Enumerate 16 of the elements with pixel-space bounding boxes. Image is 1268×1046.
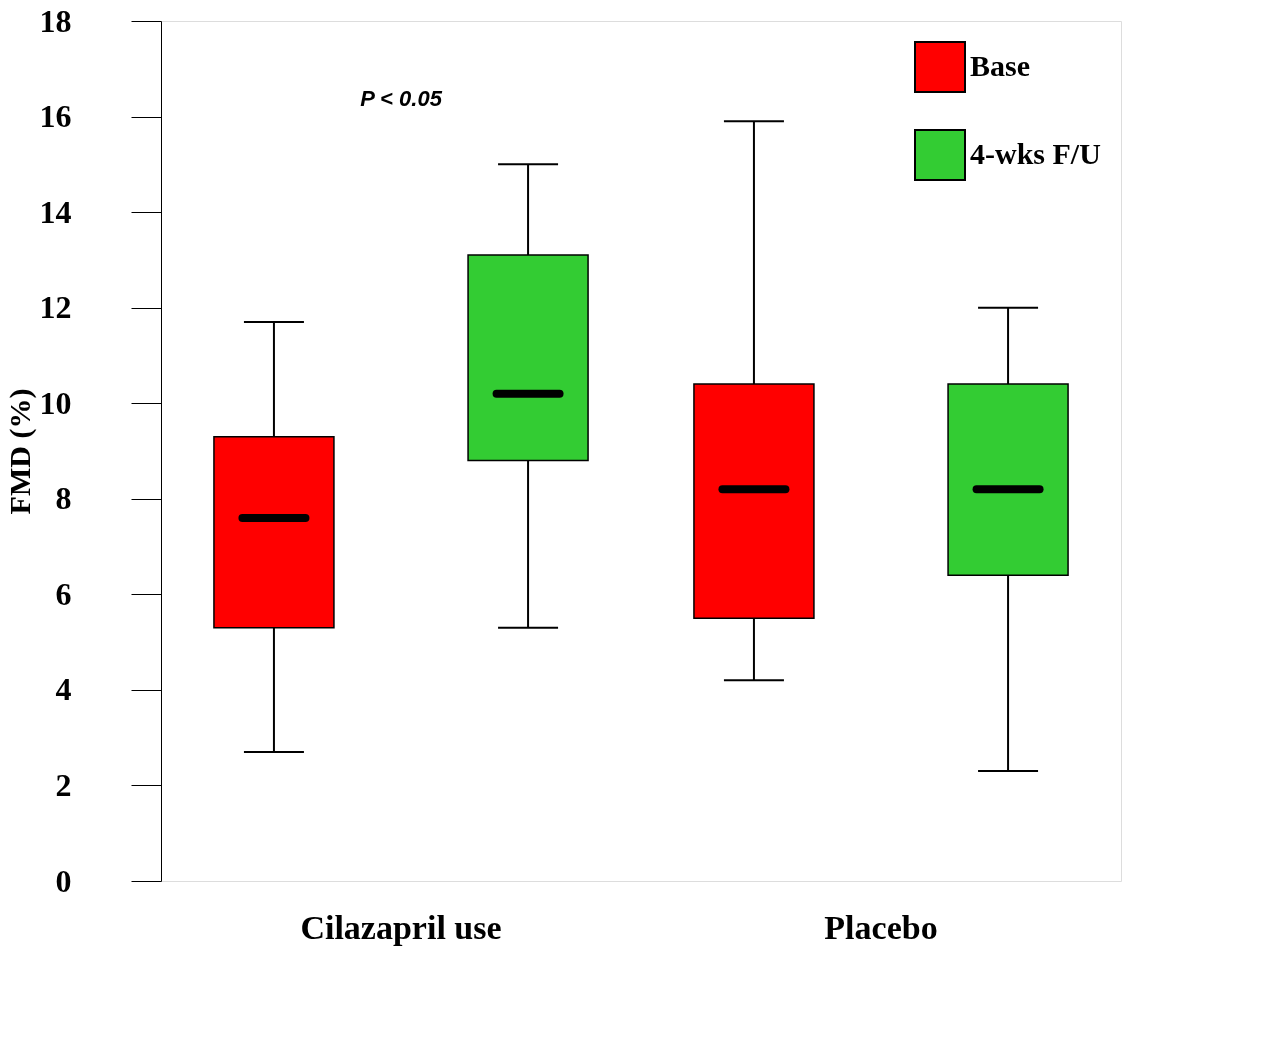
y-tick-label: 18 (39, 2, 72, 39)
y-tick-label: 16 (39, 98, 72, 135)
y-tick-label: 10 (39, 384, 72, 421)
legend-label: 4-wks F/U (970, 137, 1101, 170)
y-tick-label: 8 (55, 480, 72, 517)
y-axis-title: FMD (%) (2, 388, 37, 515)
annotation: P < 0.05 (360, 86, 443, 111)
x-tick-label: Placebo (824, 908, 938, 946)
y-tick-label: 0 (55, 862, 72, 899)
legend-label: Base (970, 49, 1030, 82)
y-tick-label: 6 (55, 575, 72, 612)
y-tick-label: 12 (39, 289, 72, 326)
y-tick-label: 4 (55, 671, 72, 708)
y-tick-label: 14 (39, 193, 72, 230)
x-tick-label: Cilazapril use (300, 908, 502, 946)
y-tick-label: 2 (55, 766, 72, 803)
